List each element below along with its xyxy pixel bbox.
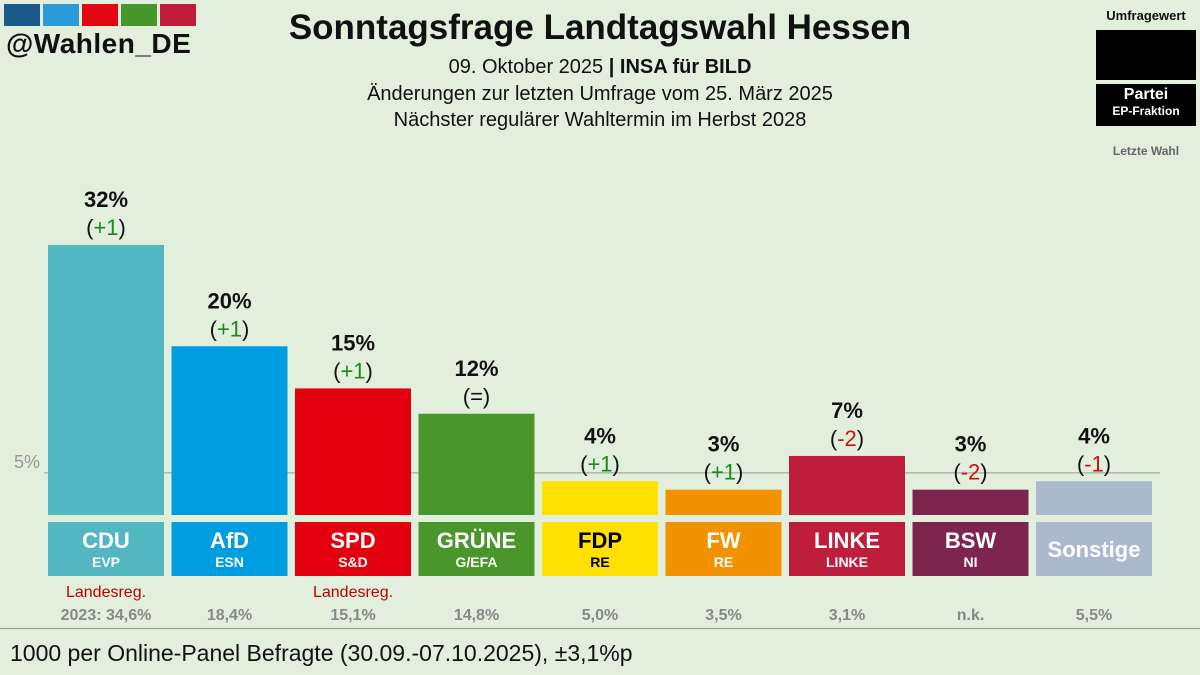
value-label: 20% xyxy=(207,288,251,313)
legend-faction-label: EP-Fraktion xyxy=(1112,104,1180,118)
party-name: CDU xyxy=(82,528,130,553)
value-label: 15% xyxy=(331,330,375,355)
value-label: 3% xyxy=(708,432,740,457)
government-label: Landesreg. xyxy=(66,584,146,601)
change-label: (-2) xyxy=(953,460,987,485)
change-label: (-2) xyxy=(830,426,864,451)
last-election-value: 5,0% xyxy=(582,607,618,624)
party-box-fdp xyxy=(542,522,658,576)
bar-grüne xyxy=(418,413,535,515)
logo-swatch xyxy=(43,4,79,26)
last-election-value: 3,5% xyxy=(705,607,741,624)
value-label: 7% xyxy=(831,398,863,423)
party-box-linke xyxy=(789,522,905,576)
change-label: (=) xyxy=(463,384,491,409)
faction-name: LINKE xyxy=(826,554,868,570)
party-name: Sonstige xyxy=(1048,537,1141,562)
last-election-value: 18,4% xyxy=(207,607,252,624)
last-election-value: 15,1% xyxy=(330,607,375,624)
logo-swatch xyxy=(4,4,40,26)
change-label: (+1) xyxy=(704,460,744,485)
change-label: (+1) xyxy=(210,316,250,341)
faction-name: EVP xyxy=(92,554,120,570)
party-name: LINKE xyxy=(814,528,880,553)
faction-name: RE xyxy=(590,554,609,570)
threshold-label: 5% xyxy=(14,452,40,472)
faction-name: ESN xyxy=(215,554,244,570)
last-election-value: 14,8% xyxy=(454,607,499,624)
legend-value-swatch xyxy=(1096,30,1196,80)
legend-party-label: Partei xyxy=(1123,86,1169,103)
party-name: AfD xyxy=(210,528,249,553)
party-box-spd xyxy=(295,522,411,576)
chart-title: Sonntagsfrage Landtagswahl Hessen xyxy=(288,8,912,47)
change-label: (+1) xyxy=(333,358,373,383)
last-election-value: 5,5% xyxy=(1076,607,1112,624)
logo-swatch xyxy=(160,4,196,26)
value-label: 4% xyxy=(1078,423,1110,448)
legend-title: Umfragewert xyxy=(1106,8,1186,23)
party-box-afd xyxy=(171,522,288,576)
last-election-value: n.k. xyxy=(957,607,985,624)
change-label: (+1) xyxy=(86,215,126,240)
logo-color-bar xyxy=(4,4,196,26)
value-label: 12% xyxy=(454,356,498,381)
logo-swatch xyxy=(82,4,118,26)
party-box-cdu xyxy=(48,522,164,576)
changes-note: Änderungen zur letzten Umfrage vom 25. M… xyxy=(367,83,833,105)
bar-fw xyxy=(665,489,782,515)
bar-bsw xyxy=(912,489,1029,515)
bar-linke xyxy=(789,455,905,515)
value-label: 4% xyxy=(584,423,616,448)
bar-sonstige xyxy=(1036,481,1152,515)
poll-date: 09. Oktober 2025 xyxy=(448,56,604,78)
party-name: BSW xyxy=(945,528,997,553)
last-election-value: 3,1% xyxy=(829,607,865,624)
value-label: 32% xyxy=(84,187,128,212)
change-label: (-1) xyxy=(1077,451,1111,476)
last-election-value: 2023: 34,6% xyxy=(61,607,152,624)
bar-afd xyxy=(171,346,288,515)
legend-last-election: Letzte Wahl xyxy=(1112,144,1180,158)
date-separator: | xyxy=(608,56,615,78)
party-name: GRÜNE xyxy=(437,528,516,553)
logo-swatch xyxy=(121,4,157,26)
pollster: INSA für BILD xyxy=(619,56,752,78)
next-election-note: Nächster regulärer Wahltermin im Herbst … xyxy=(393,109,807,131)
faction-name: S&D xyxy=(338,554,368,570)
party-box-sonstige xyxy=(1036,522,1152,576)
account-handle: @Wahlen_DE xyxy=(6,28,192,59)
change-label: (+1) xyxy=(580,451,620,476)
party-name: FDP xyxy=(578,528,622,553)
bar-fdp xyxy=(542,481,658,515)
party-box-grüne xyxy=(418,522,535,576)
legend-party-box: Partei EP-Fraktion xyxy=(1096,84,1196,126)
bar-spd xyxy=(295,388,411,515)
faction-name: G/EFA xyxy=(455,554,497,570)
value-label: 3% xyxy=(955,432,987,457)
faction-name: RE xyxy=(714,554,733,570)
party-box-fw xyxy=(665,522,782,576)
footer-divider xyxy=(0,628,1200,629)
party-name: SPD xyxy=(330,528,375,553)
footer-note: 1000 per Online-Panel Befragte (30.09.-0… xyxy=(10,640,633,666)
faction-name: NI xyxy=(964,554,978,570)
party-box-bsw xyxy=(912,522,1029,576)
government-label: Landesreg. xyxy=(313,584,393,601)
poll-date-line: 09. Oktober 2025 | INSA für BILD xyxy=(0,56,1200,79)
bar-cdu xyxy=(48,245,164,515)
party-name: FW xyxy=(706,528,740,553)
